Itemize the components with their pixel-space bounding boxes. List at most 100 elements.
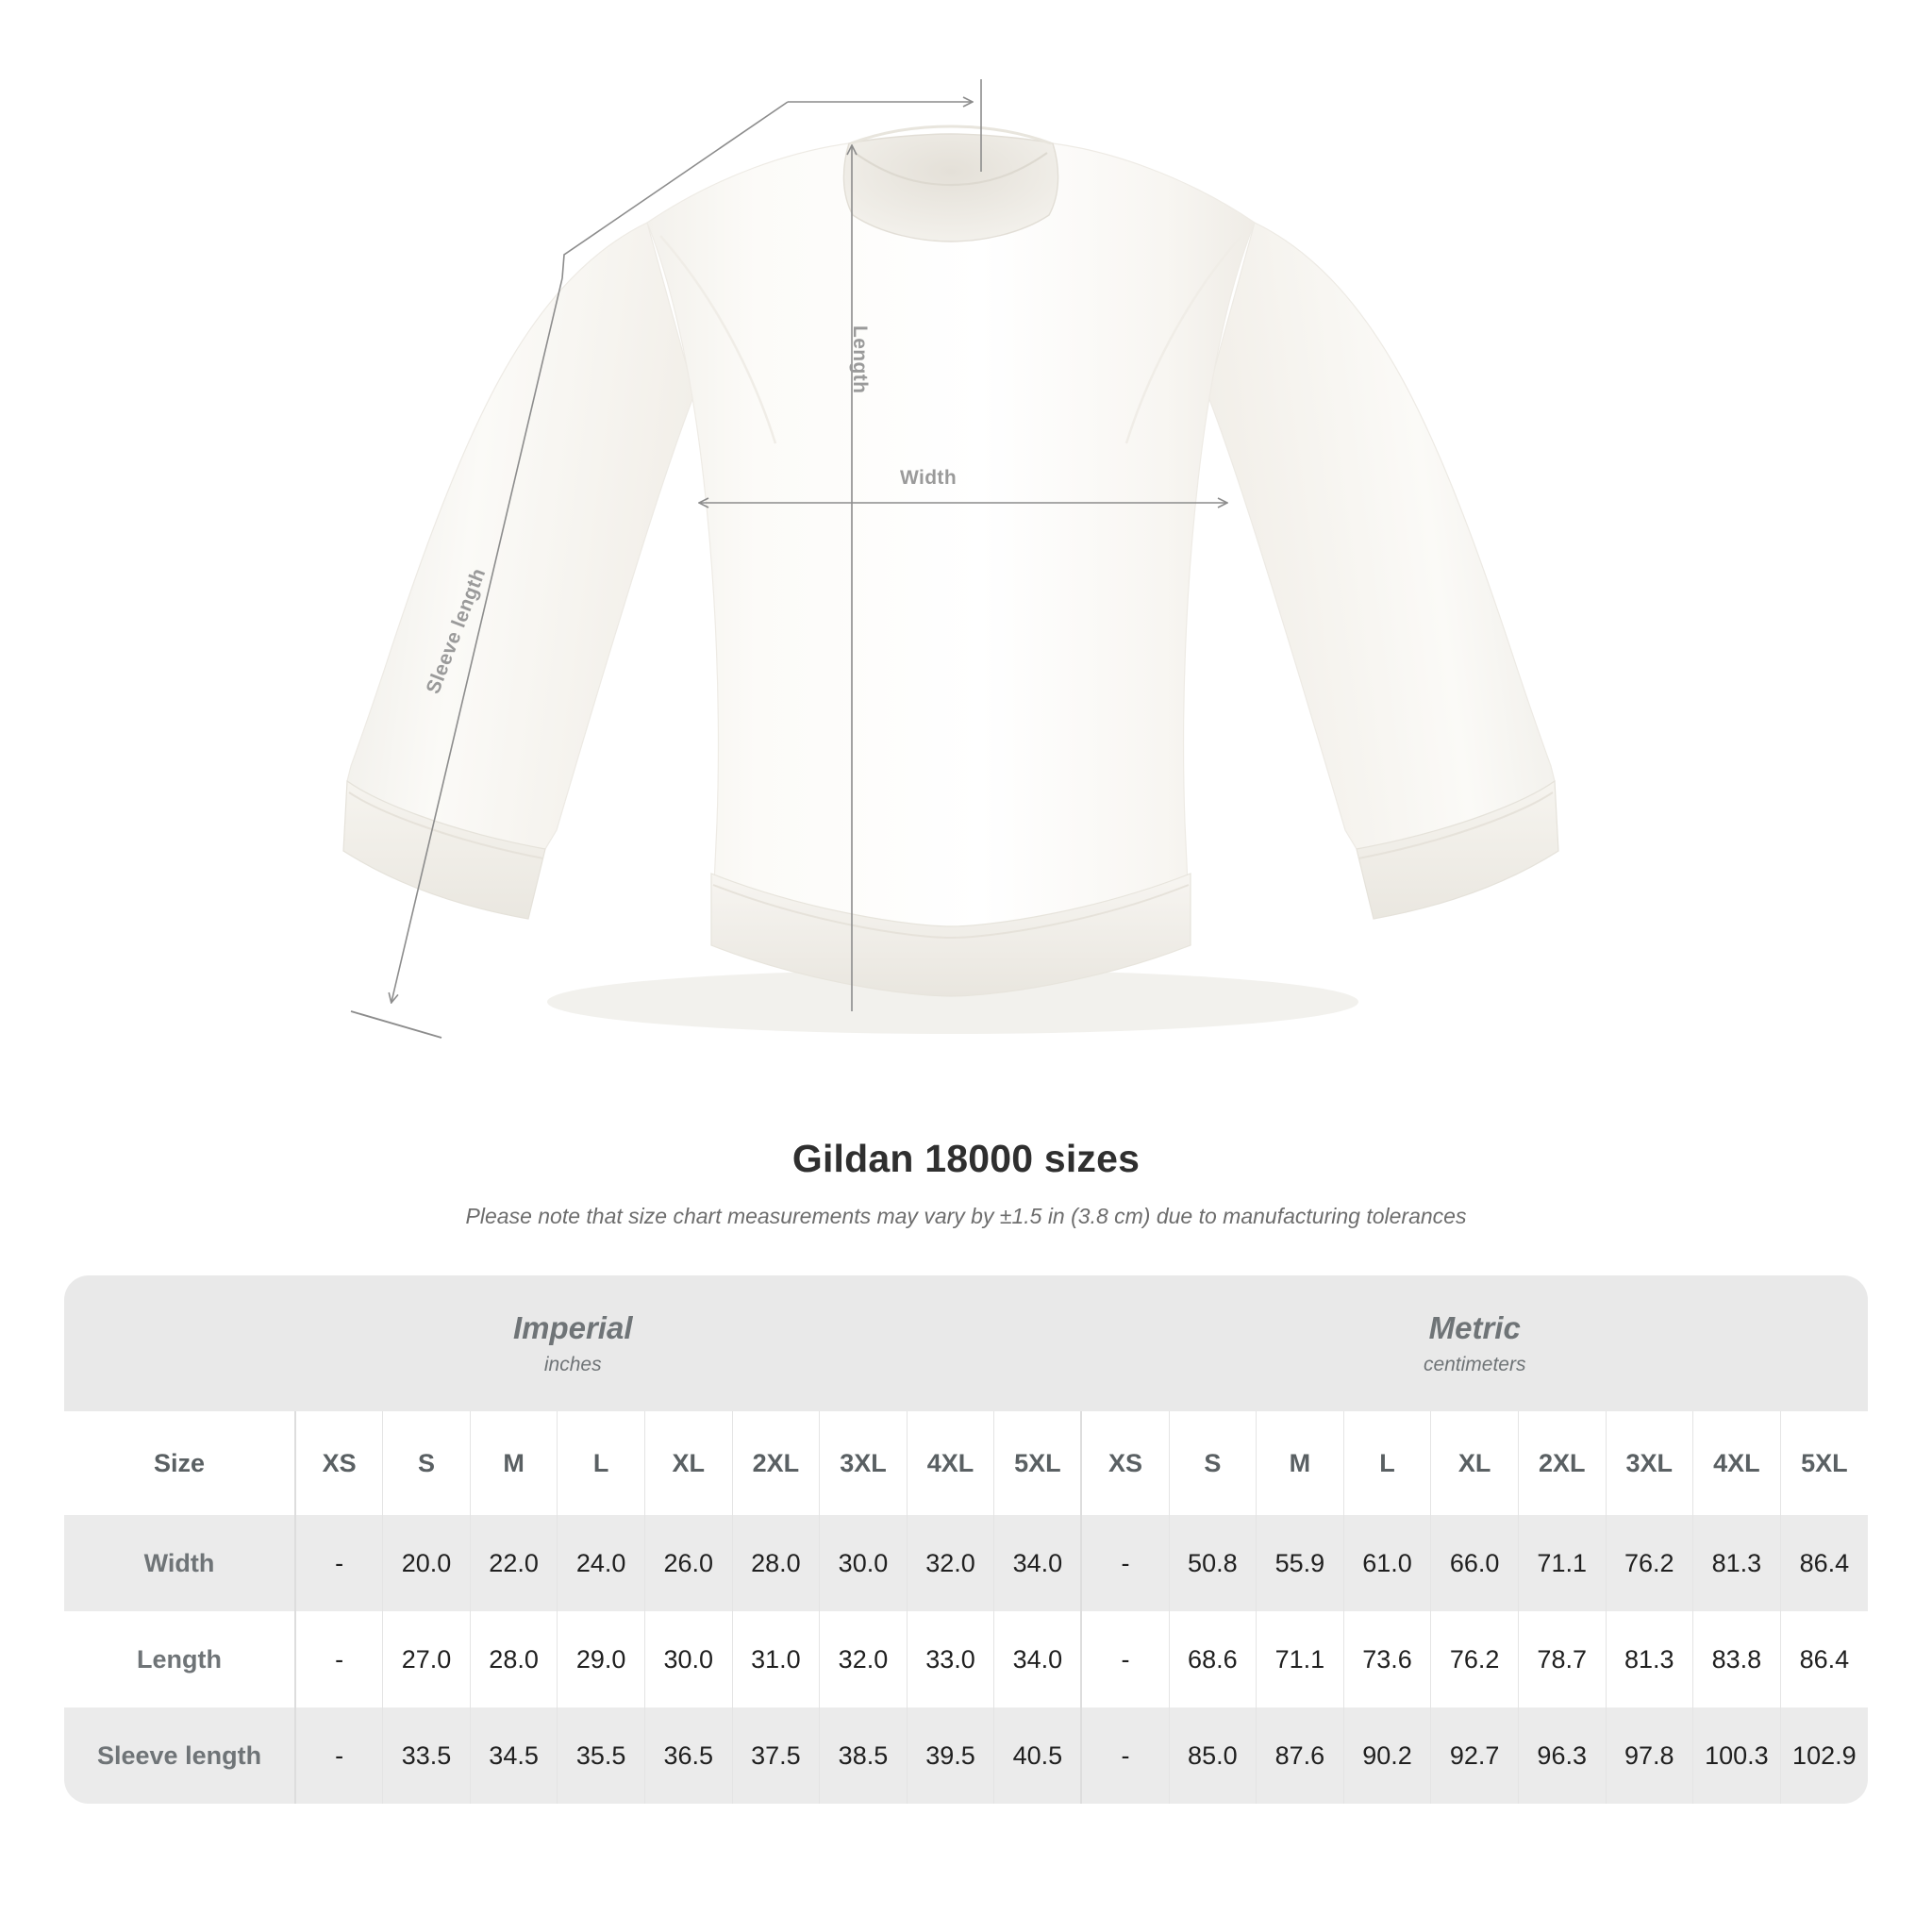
unit-group-imperial: Imperial inches bbox=[64, 1275, 1082, 1411]
table-row: Width - 20.0 22.0 24.0 26.0 28.0 30.0 32… bbox=[64, 1515, 1868, 1611]
cell-length-imperial-4xl: 33.0 bbox=[907, 1611, 995, 1707]
size-header-metric-3xl: 3XL bbox=[1606, 1411, 1694, 1515]
size-header-metric-s: S bbox=[1169, 1411, 1257, 1515]
size-header-metric-xs: XS bbox=[1081, 1411, 1170, 1515]
cell-width-imperial-5xl: 34.0 bbox=[993, 1515, 1083, 1611]
cell-length-metric-2xl: 78.7 bbox=[1518, 1611, 1607, 1707]
cell-length-metric-s: 68.6 bbox=[1169, 1611, 1257, 1707]
row-label-sleeve-length: Sleeve length bbox=[64, 1707, 297, 1804]
cell-sleeve-imperial-xl: 36.5 bbox=[644, 1707, 733, 1804]
table-row: Length - 27.0 28.0 29.0 30.0 31.0 32.0 3… bbox=[64, 1611, 1868, 1707]
width-measure-label: Width bbox=[899, 467, 958, 489]
table-row: Sleeve length - 33.5 34.5 35.5 36.5 37.5… bbox=[64, 1707, 1868, 1804]
size-header-row: Size XS S M L XL 2XL 3XL 4XL 5XL XS S M … bbox=[64, 1411, 1868, 1515]
size-header-metric-5xl: 5XL bbox=[1780, 1411, 1868, 1515]
cell-width-imperial-xs: - bbox=[295, 1515, 384, 1611]
cell-width-metric-5xl: 86.4 bbox=[1780, 1515, 1868, 1611]
cell-sleeve-imperial-2xl: 37.5 bbox=[732, 1707, 821, 1804]
cell-length-metric-4xl: 83.8 bbox=[1692, 1611, 1781, 1707]
size-header-metric-xl: XL bbox=[1430, 1411, 1519, 1515]
cell-length-metric-3xl: 81.3 bbox=[1606, 1611, 1694, 1707]
cell-sleeve-metric-l: 90.2 bbox=[1343, 1707, 1432, 1804]
size-header-metric-l: L bbox=[1343, 1411, 1432, 1515]
cell-length-imperial-xs: - bbox=[295, 1611, 384, 1707]
cell-length-metric-l: 73.6 bbox=[1343, 1611, 1432, 1707]
length-measure-label: Length bbox=[849, 325, 871, 394]
cell-width-imperial-xl: 26.0 bbox=[644, 1515, 733, 1611]
cell-width-metric-m: 55.9 bbox=[1256, 1515, 1344, 1611]
unit-header-row: Imperial inches Metric centimeters bbox=[64, 1275, 1868, 1411]
size-header-metric-4xl: 4XL bbox=[1692, 1411, 1781, 1515]
unit-group-metric: Metric centimeters bbox=[1081, 1275, 1868, 1411]
cell-sleeve-metric-xl: 92.7 bbox=[1430, 1707, 1519, 1804]
garment-diagram: Width Length Sleeve length bbox=[342, 79, 1559, 1039]
cell-length-metric-m: 71.1 bbox=[1256, 1611, 1344, 1707]
cell-width-metric-2xl: 71.1 bbox=[1518, 1515, 1607, 1611]
cell-sleeve-metric-2xl: 96.3 bbox=[1518, 1707, 1607, 1804]
cell-width-metric-s: 50.8 bbox=[1169, 1515, 1257, 1611]
size-table: Imperial inches Metric centimeters Size … bbox=[64, 1275, 1868, 1804]
collar bbox=[842, 133, 1059, 242]
cell-length-imperial-m: 28.0 bbox=[470, 1611, 558, 1707]
cell-length-metric-xl: 76.2 bbox=[1430, 1611, 1519, 1707]
unit-group-imperial-name: Imperial bbox=[512, 1310, 633, 1346]
size-header-metric-m: M bbox=[1256, 1411, 1344, 1515]
cell-length-metric-5xl: 86.4 bbox=[1780, 1611, 1868, 1707]
cell-sleeve-imperial-l: 35.5 bbox=[557, 1707, 645, 1804]
size-header-imperial-xl: XL bbox=[644, 1411, 733, 1515]
cell-length-imperial-5xl: 34.0 bbox=[993, 1611, 1083, 1707]
size-header-metric-2xl: 2XL bbox=[1518, 1411, 1607, 1515]
size-header-imperial-3xl: 3XL bbox=[819, 1411, 908, 1515]
cell-length-imperial-l: 29.0 bbox=[557, 1611, 645, 1707]
left-sleeve bbox=[346, 222, 695, 850]
cell-length-imperial-2xl: 31.0 bbox=[732, 1611, 821, 1707]
cell-sleeve-imperial-m: 34.5 bbox=[470, 1707, 558, 1804]
cell-width-metric-xl: 66.0 bbox=[1430, 1515, 1519, 1611]
cell-sleeve-metric-xs: - bbox=[1081, 1707, 1170, 1804]
size-header-imperial-4xl: 4XL bbox=[907, 1411, 995, 1515]
size-header-imperial-2xl: 2XL bbox=[732, 1411, 821, 1515]
cell-sleeve-metric-5xl: 102.9 bbox=[1780, 1707, 1868, 1804]
tolerance-note: Please note that size chart measurements… bbox=[465, 1204, 1467, 1228]
unit-group-imperial-unit: inches bbox=[543, 1353, 602, 1375]
cell-width-metric-xs: - bbox=[1081, 1515, 1170, 1611]
page-title: Gildan 18000 sizes bbox=[791, 1137, 1141, 1180]
cell-length-imperial-xl: 30.0 bbox=[644, 1611, 733, 1707]
sweatshirt-illustration bbox=[342, 79, 1559, 1039]
size-header-imperial-s: S bbox=[382, 1411, 471, 1515]
unit-group-metric-unit: centimeters bbox=[1423, 1353, 1526, 1375]
garment-body bbox=[646, 142, 1256, 995]
unit-group-metric-name: Metric bbox=[1428, 1310, 1521, 1346]
cell-width-metric-4xl: 81.3 bbox=[1692, 1515, 1781, 1611]
size-header-imperial-5xl: 5XL bbox=[993, 1411, 1083, 1515]
cell-sleeve-metric-4xl: 100.3 bbox=[1692, 1707, 1781, 1804]
cell-width-metric-l: 61.0 bbox=[1343, 1515, 1432, 1611]
row-label-width: Width bbox=[64, 1515, 297, 1611]
cell-sleeve-metric-m: 87.6 bbox=[1256, 1707, 1344, 1804]
cell-width-imperial-4xl: 32.0 bbox=[907, 1515, 995, 1611]
title-block: Gildan 18000 sizes Please note that size… bbox=[0, 1137, 1932, 1229]
row-label-length: Length bbox=[64, 1611, 297, 1707]
size-header-imperial-l: L bbox=[557, 1411, 645, 1515]
sleeve-length-measure bbox=[350, 101, 789, 1039]
size-header-imperial-xs: XS bbox=[295, 1411, 384, 1515]
cell-sleeve-metric-3xl: 97.8 bbox=[1606, 1707, 1694, 1804]
size-table-container: Imperial inches Metric centimeters Size … bbox=[64, 1275, 1868, 1804]
cell-width-imperial-m: 22.0 bbox=[470, 1515, 558, 1611]
cell-sleeve-imperial-xs: - bbox=[295, 1707, 384, 1804]
size-header-label: Size bbox=[64, 1411, 297, 1515]
cell-sleeve-imperial-4xl: 39.5 bbox=[907, 1707, 995, 1804]
cell-width-metric-3xl: 76.2 bbox=[1606, 1515, 1694, 1611]
size-header-imperial-m: M bbox=[470, 1411, 558, 1515]
cell-sleeve-imperial-3xl: 38.5 bbox=[819, 1707, 908, 1804]
cell-length-imperial-3xl: 32.0 bbox=[819, 1611, 908, 1707]
hem-band bbox=[710, 873, 1191, 997]
cell-sleeve-imperial-5xl: 40.5 bbox=[993, 1707, 1083, 1804]
cell-width-imperial-2xl: 28.0 bbox=[732, 1515, 821, 1611]
right-sleeve bbox=[1207, 222, 1556, 850]
cell-sleeve-metric-s: 85.0 bbox=[1169, 1707, 1257, 1804]
cell-sleeve-imperial-s: 33.5 bbox=[382, 1707, 471, 1804]
cell-width-imperial-s: 20.0 bbox=[382, 1515, 471, 1611]
cell-length-imperial-s: 27.0 bbox=[382, 1611, 471, 1707]
